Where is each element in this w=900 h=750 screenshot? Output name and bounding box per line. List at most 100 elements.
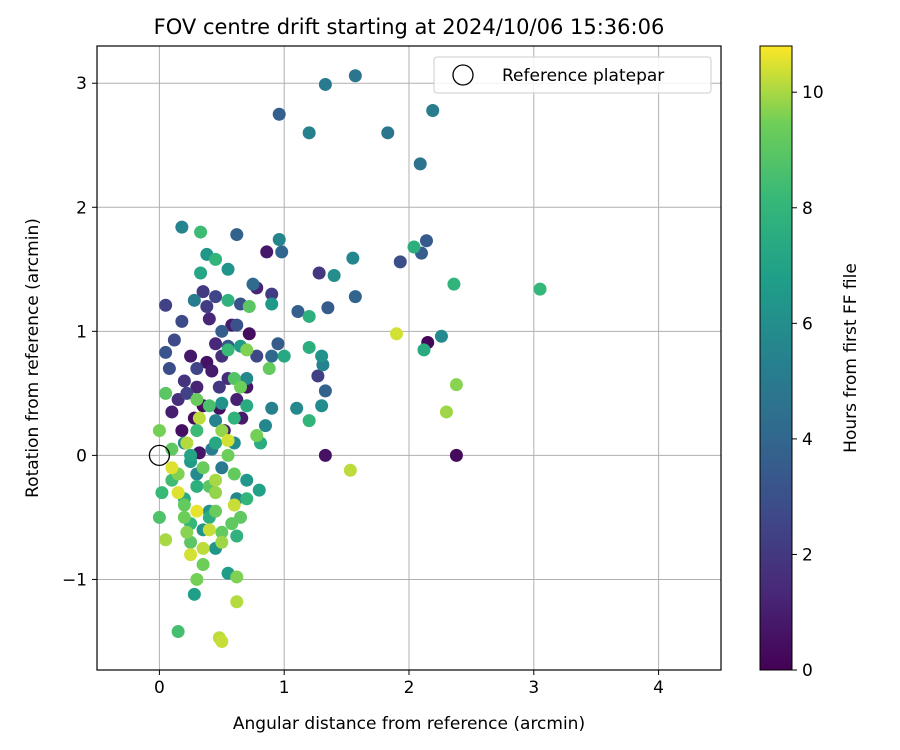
data-point [407,240,421,254]
data-point [155,486,169,500]
y-axis-label: Rotation from reference (arcmin) [23,218,43,498]
data-point [258,419,272,433]
y-tick-label: −1 [62,570,87,590]
x-axis-label: Angular distance from reference (arcmin) [233,714,585,734]
data-point [315,349,329,363]
colorbar-tick-label: 8 [802,199,813,219]
data-point [175,314,189,328]
data-point [180,525,194,539]
data-point [200,300,214,314]
data-point [381,126,395,140]
data-point [177,374,191,388]
data-point [227,411,241,425]
data-point [318,384,332,398]
data-point [196,461,210,475]
data-point [343,463,357,477]
data-point [205,364,219,378]
data-point [180,436,194,450]
legend: Reference platepar [433,56,712,94]
colorbar-ticks: 0 2 4 6 8 10 [792,83,824,681]
y-tick-label: 3 [76,74,87,94]
data-point [177,510,191,524]
y-tick-label: 0 [76,446,87,466]
data-point [290,401,304,415]
data-point [312,266,326,280]
data-points [152,69,547,648]
data-point [190,362,204,376]
data-point [171,486,185,500]
data-point [187,293,201,307]
data-point [327,269,341,283]
data-point [190,572,204,586]
data-point [175,424,189,438]
colorbar [759,45,793,671]
data-point [302,309,316,323]
legend-box [433,56,712,94]
data-point [311,369,325,383]
data-point [202,312,216,326]
data-point [271,337,285,351]
chart-title: FOV centre drift starting at 2024/10/06 … [154,15,665,39]
data-point [230,595,244,609]
data-point [230,570,244,584]
x-tick-label: 4 [653,678,664,698]
x-axis-ticks: 0 1 2 3 4 [154,670,664,698]
data-point [165,405,179,419]
colorbar-tick-label: 0 [802,661,813,681]
data-point [230,318,244,332]
data-point [221,262,235,276]
colorbar-tick-label: 10 [802,83,824,103]
data-point [209,290,223,304]
data-point [184,548,198,562]
data-point [318,77,332,91]
data-point [215,424,229,438]
data-point [265,287,279,301]
data-point [230,228,244,242]
reference-marker-layer [148,444,171,467]
data-point [291,304,305,318]
x-tick-label: 2 [404,678,415,698]
legend-marker-reference [452,64,474,86]
data-point [196,285,210,299]
data-point [192,411,206,425]
data-point [449,448,463,462]
data-point [159,386,173,400]
data-point [246,277,260,291]
data-point [262,362,276,376]
data-point [167,333,181,347]
data-point [215,324,229,338]
data-point [159,298,173,312]
data-point [171,625,185,639]
data-point [175,220,189,234]
data-point [202,399,216,413]
data-point [348,290,362,304]
data-point [234,510,248,524]
data-point [215,525,229,539]
data-point [250,429,264,443]
data-point [184,535,198,549]
data-point [302,414,316,428]
data-point [209,414,223,428]
data-point [190,504,204,518]
data-point [190,479,204,493]
data-point [177,498,191,512]
data-point [190,393,204,407]
data-point [240,473,254,487]
data-point [447,277,461,291]
data-point [348,69,362,83]
data-point [275,245,289,259]
data-point [227,498,241,512]
data-point [302,126,316,140]
data-point [221,433,235,447]
data-point [234,380,248,394]
data-point [265,349,279,363]
data-point [413,157,427,171]
data-point [209,486,223,500]
data-point [439,405,453,419]
data-point [152,510,166,524]
data-point [393,255,407,269]
colorbar-tick-label: 6 [802,314,813,334]
data-point [533,282,547,296]
colorbar-tick-label: 4 [802,430,813,450]
data-point [159,345,173,359]
